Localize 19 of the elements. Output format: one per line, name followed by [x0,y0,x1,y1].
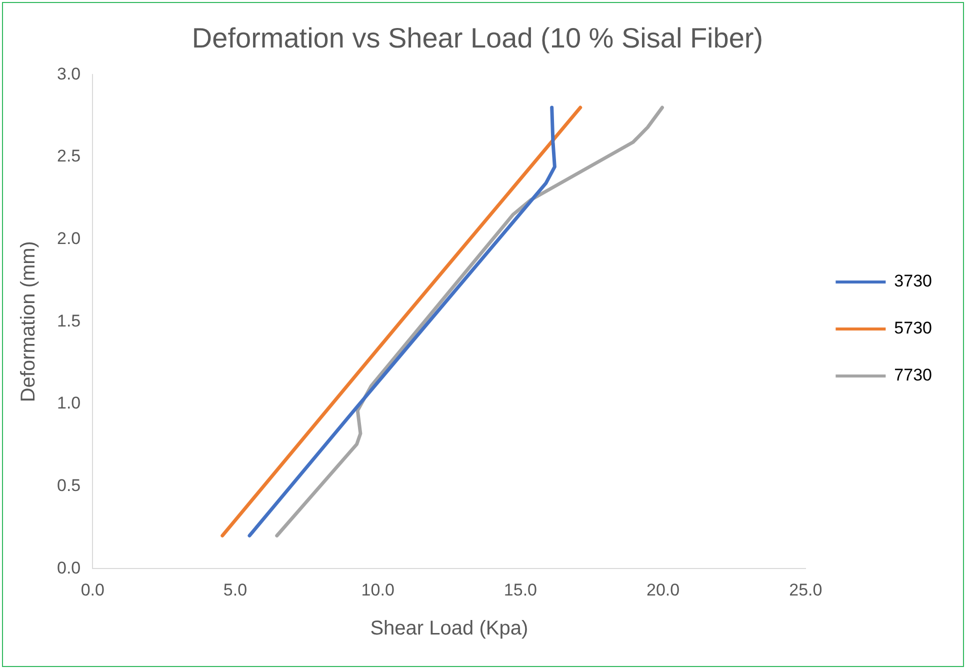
legend-label: 7730 [894,366,932,385]
legend-label: 5730 [894,318,932,338]
chart-title: Deformation vs Shear Load (10 % Sisal Fiber) [192,22,764,54]
x-tick-label: 0.0 [80,580,104,600]
x-tick-label: 25.0 [789,580,822,600]
y-tick-label: 1.5 [56,311,81,330]
y-axis-title: Deformation (mm) [18,241,40,402]
y-tick-label: 1.0 [56,394,81,413]
y-tick-label: 3.0 [56,64,81,84]
y-tick-label: 0.5 [56,476,81,495]
y-tick-label: 2.0 [56,228,81,248]
y-tick-label: 2.5 [56,146,81,166]
x-tick-label: 15.0 [504,580,538,600]
x-tick-label: 10.0 [361,580,394,600]
y-tick-label: 0.0 [56,558,81,578]
legend-label: 3730 [894,272,932,291]
x-tick-label: 20.0 [646,580,680,600]
x-axis-title: Shear Load (Kpa) [370,618,528,640]
x-tick-label: 5.0 [223,580,248,600]
